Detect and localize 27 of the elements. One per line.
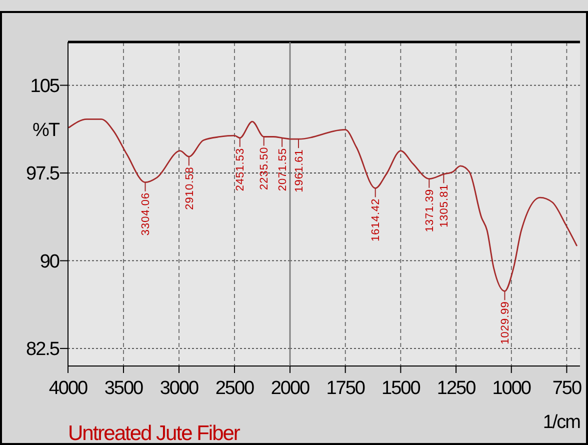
- x-tick-label: 750: [552, 378, 582, 399]
- annotation: 1614.42: [370, 198, 382, 242]
- x-tick-label: 1000: [492, 378, 531, 399]
- y-axis-title: %T: [32, 120, 60, 141]
- annotation: 2071.55: [276, 148, 289, 192]
- x-tick-label: 3000: [160, 378, 199, 399]
- annotation: 3304.06: [140, 192, 152, 236]
- x-tick-label: 1500: [382, 378, 420, 399]
- x-tick-label: 2000: [270, 378, 310, 399]
- x-tick-label: 2500: [215, 378, 254, 399]
- text: Untreated Jute Fiber: [68, 422, 240, 445]
- y-tick-label: 105: [30, 76, 60, 97]
- y-tick-label: 97.5: [26, 164, 60, 185]
- x-tick-label: 3500: [104, 378, 144, 399]
- x-tick-label: 4000: [48, 378, 88, 399]
- y-tick-label: 82.5: [26, 339, 60, 360]
- x-axis-title: 1/cm: [542, 412, 580, 433]
- annotation: 2451.53: [234, 148, 247, 192]
- annotation: 1305.81: [438, 184, 451, 228]
- annotation: 2235.50: [258, 146, 271, 190]
- x-tick-label: 1750: [326, 378, 365, 399]
- x-tick-label: 1250: [436, 378, 476, 399]
- y-tick-label: 90: [40, 251, 60, 272]
- annotation: 2910.58: [184, 166, 196, 210]
- annotation: 1371.39: [424, 188, 436, 232]
- annotation: 1961.61: [293, 149, 306, 192]
- annotation: 1029.99: [500, 301, 512, 344]
